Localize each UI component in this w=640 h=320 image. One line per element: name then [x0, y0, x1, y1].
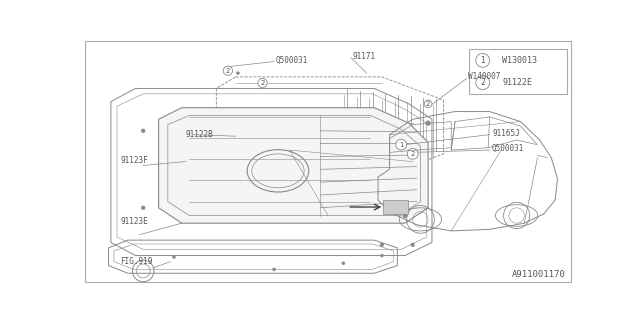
- Circle shape: [258, 78, 267, 88]
- Text: 1: 1: [399, 142, 403, 148]
- Bar: [383, 200, 408, 214]
- Circle shape: [223, 66, 232, 76]
- Text: 2: 2: [481, 78, 485, 87]
- Text: 2: 2: [260, 80, 265, 86]
- Text: 91165J: 91165J: [492, 129, 520, 138]
- Text: 91122B: 91122B: [186, 130, 213, 139]
- Text: 91123F: 91123F: [120, 156, 148, 164]
- Circle shape: [407, 148, 418, 159]
- Text: Q500031: Q500031: [492, 144, 524, 153]
- Circle shape: [342, 262, 345, 265]
- Circle shape: [273, 268, 276, 271]
- Text: 91123E: 91123E: [120, 217, 148, 226]
- Bar: [469, 49, 568, 94]
- Circle shape: [403, 213, 407, 218]
- Circle shape: [236, 71, 239, 75]
- Text: W140007: W140007: [468, 72, 500, 81]
- Text: A911001170: A911001170: [511, 270, 565, 279]
- Text: 91122E: 91122E: [502, 78, 532, 87]
- Circle shape: [476, 53, 490, 67]
- Text: 2: 2: [426, 101, 430, 107]
- Circle shape: [141, 206, 145, 210]
- Circle shape: [424, 100, 432, 108]
- Text: FIG.919: FIG.919: [120, 257, 152, 266]
- Text: 2: 2: [410, 151, 415, 157]
- Circle shape: [411, 243, 415, 247]
- Circle shape: [380, 243, 384, 247]
- Polygon shape: [159, 108, 428, 223]
- Circle shape: [141, 129, 145, 133]
- Circle shape: [426, 121, 431, 125]
- Circle shape: [396, 139, 406, 150]
- Circle shape: [476, 76, 490, 90]
- Circle shape: [380, 254, 383, 257]
- Text: 2: 2: [226, 68, 230, 74]
- Text: 1: 1: [481, 56, 485, 65]
- Circle shape: [172, 256, 175, 259]
- Text: W130013: W130013: [502, 56, 537, 65]
- Text: 91171: 91171: [353, 52, 376, 60]
- Text: Q500031: Q500031: [276, 55, 308, 64]
